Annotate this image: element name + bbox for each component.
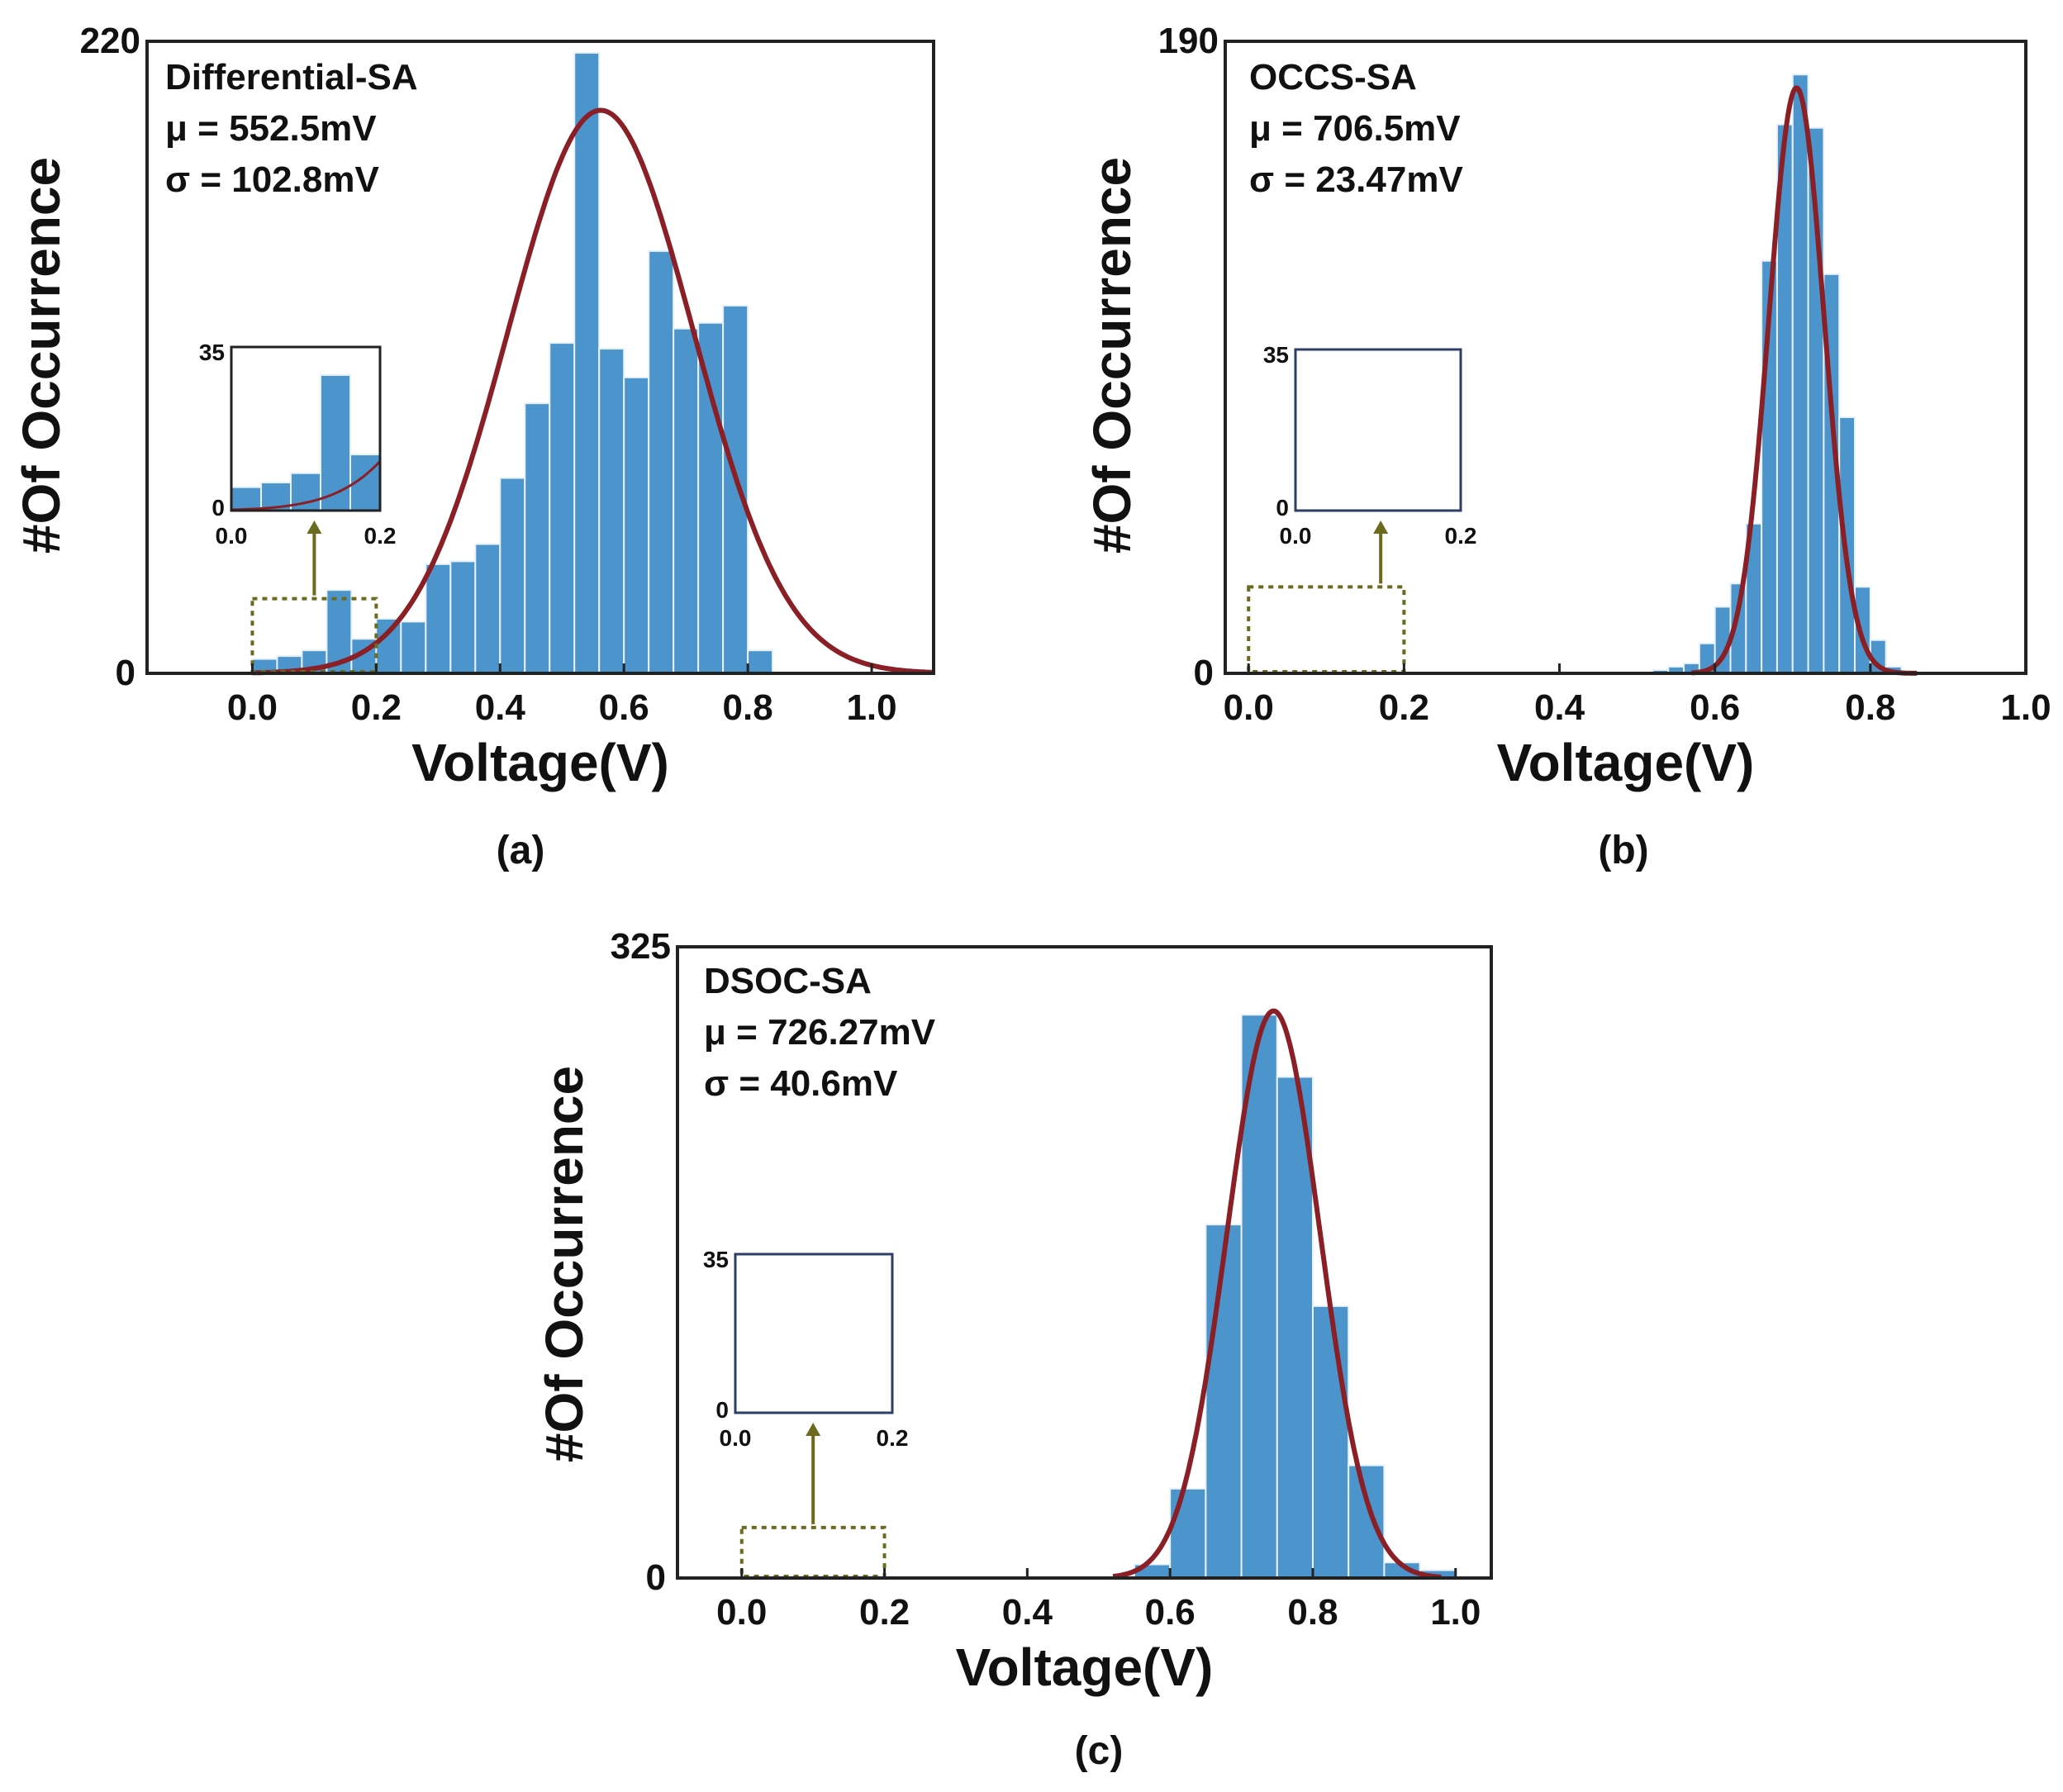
plot-frame	[1224, 40, 2027, 675]
histogram-bar	[474, 543, 501, 674]
inset-ytick-label: 0	[715, 1397, 729, 1423]
histogram-bar	[499, 477, 526, 675]
series-title: Differential-SA	[165, 57, 418, 97]
histogram-bar	[425, 563, 452, 675]
x-axis-title: Voltage(V)	[1497, 733, 1755, 792]
std-label: σ = 23.47mV	[1249, 159, 1463, 200]
histogram-bar	[573, 51, 601, 674]
y-tick-label: 0	[116, 653, 135, 693]
x-tick-label: 0.6	[599, 687, 649, 728]
inset-fit-curve	[231, 460, 382, 511]
inset-frame	[734, 1252, 894, 1414]
panel-label: (b)	[1598, 829, 1648, 872]
y-tick-label: 0	[1194, 653, 1214, 693]
histogram-bar	[1240, 1014, 1278, 1580]
panel-label: (c)	[1075, 1729, 1124, 1773]
mean-label: μ = 726.27mV	[704, 1012, 936, 1053]
y-tick-label: 190	[1158, 21, 1219, 61]
inset-ytick-label: 35	[1263, 342, 1289, 368]
zoom-arrow-head	[806, 1423, 821, 1436]
x-tick-label: 0.0	[716, 1592, 767, 1633]
histogram-bar	[375, 617, 402, 675]
inset-histogram-bar	[320, 373, 351, 512]
std-label: σ = 40.6mV	[704, 1063, 898, 1104]
histogram-bar	[1311, 1305, 1350, 1580]
zoom-arrow-head	[1373, 520, 1389, 534]
y-tick-label: 0	[646, 1557, 666, 1598]
panel-label: (a)	[497, 829, 545, 872]
inset-xtick-label: 0.0	[216, 523, 248, 549]
histogram-bar	[1348, 1464, 1386, 1580]
x-tick-label: 1.0	[846, 687, 896, 728]
normal-fit-curve	[1112, 1008, 1442, 1580]
histogram-bar	[524, 402, 551, 674]
histogram-bar	[722, 304, 749, 674]
histogram-bar	[697, 321, 725, 674]
highlight-region-box	[1247, 585, 1406, 674]
x-tick-label: 0.2	[859, 1592, 910, 1633]
inset-frame	[1294, 348, 1462, 512]
inset-ytick-label: 0	[1276, 495, 1289, 520]
inset-xtick-label: 0.0	[720, 1425, 752, 1451]
histogram-bar	[1169, 1487, 1207, 1580]
x-axis-title: Voltage(V)	[411, 733, 669, 792]
highlight-region-box	[739, 1525, 887, 1579]
std-label: σ = 102.8mV	[165, 159, 379, 200]
mean-label: μ = 706.5mV	[1249, 108, 1461, 149]
histogram-bar	[449, 560, 477, 674]
x-tick-label: 0.2	[1379, 687, 1429, 728]
x-tick-label: 1.0	[2000, 687, 2051, 728]
histogram-bar	[1205, 1224, 1243, 1580]
y-tick-label: 325	[611, 926, 671, 967]
histogram-bar	[623, 376, 650, 674]
plot-frame	[145, 40, 935, 675]
y-axis-title: #Of Occurrence	[12, 157, 71, 554]
x-tick-label: 0.0	[1224, 687, 1274, 728]
x-tick-label: 0.4	[1534, 687, 1585, 728]
inset-frame	[230, 345, 382, 512]
inset-histogram-bar	[231, 486, 262, 512]
inset-xtick-label: 0.0	[1280, 523, 1312, 549]
x-axis-title: Voltage(V)	[956, 1638, 1214, 1697]
histogram-bar	[747, 649, 774, 675]
x-tick-label: 0.4	[1002, 1592, 1053, 1633]
inset-ytick-label: 35	[199, 340, 225, 365]
histogram-bar	[1276, 1076, 1314, 1580]
inset-xtick-label: 0.2	[1445, 523, 1477, 549]
y-axis-title: #Of Occurrence	[535, 1066, 594, 1462]
inset-xtick-label: 0.2	[364, 523, 397, 549]
histogram-bar	[673, 327, 700, 674]
inset-xtick-label: 0.2	[877, 1425, 909, 1451]
histogram-bar	[400, 620, 427, 675]
y-tick-label: 220	[80, 21, 140, 61]
x-tick-label: 1.0	[1430, 1592, 1481, 1633]
x-tick-label: 0.2	[351, 687, 402, 728]
mean-label: μ = 552.5mV	[165, 108, 377, 149]
zoom-arrow-head	[307, 520, 322, 534]
x-tick-label: 0.8	[723, 687, 773, 728]
inset-ytick-label: 35	[703, 1247, 729, 1272]
histogram-bar	[648, 250, 675, 674]
x-tick-label: 0.8	[1287, 1592, 1338, 1633]
x-tick-label: 0.6	[1690, 687, 1740, 728]
x-tick-label: 0.8	[1845, 687, 1895, 728]
x-tick-label: 0.6	[1145, 1592, 1195, 1633]
histogram-bar	[598, 348, 625, 674]
normal-fit-curve	[252, 107, 934, 676]
series-title: OCCS-SA	[1249, 57, 1417, 97]
histogram-bar	[549, 342, 576, 674]
plot-frame	[676, 945, 1493, 1580]
inset-ytick-label: 0	[212, 495, 225, 520]
panel-a: 35 0 0.0 0.2 0.0 0.2 0.4 0.6 0.8 1.0 0 220 Voltage(V…	[12, 21, 935, 872]
y-axis-title: #Of Occurrence	[1082, 157, 1142, 554]
histogram-bar	[1791, 74, 1809, 674]
x-tick-label: 0.4	[475, 687, 526, 728]
normal-fit-curve	[1691, 85, 1918, 676]
x-tick-label: 0.0	[227, 687, 278, 728]
series-title: DSOC-SA	[704, 961, 872, 1001]
